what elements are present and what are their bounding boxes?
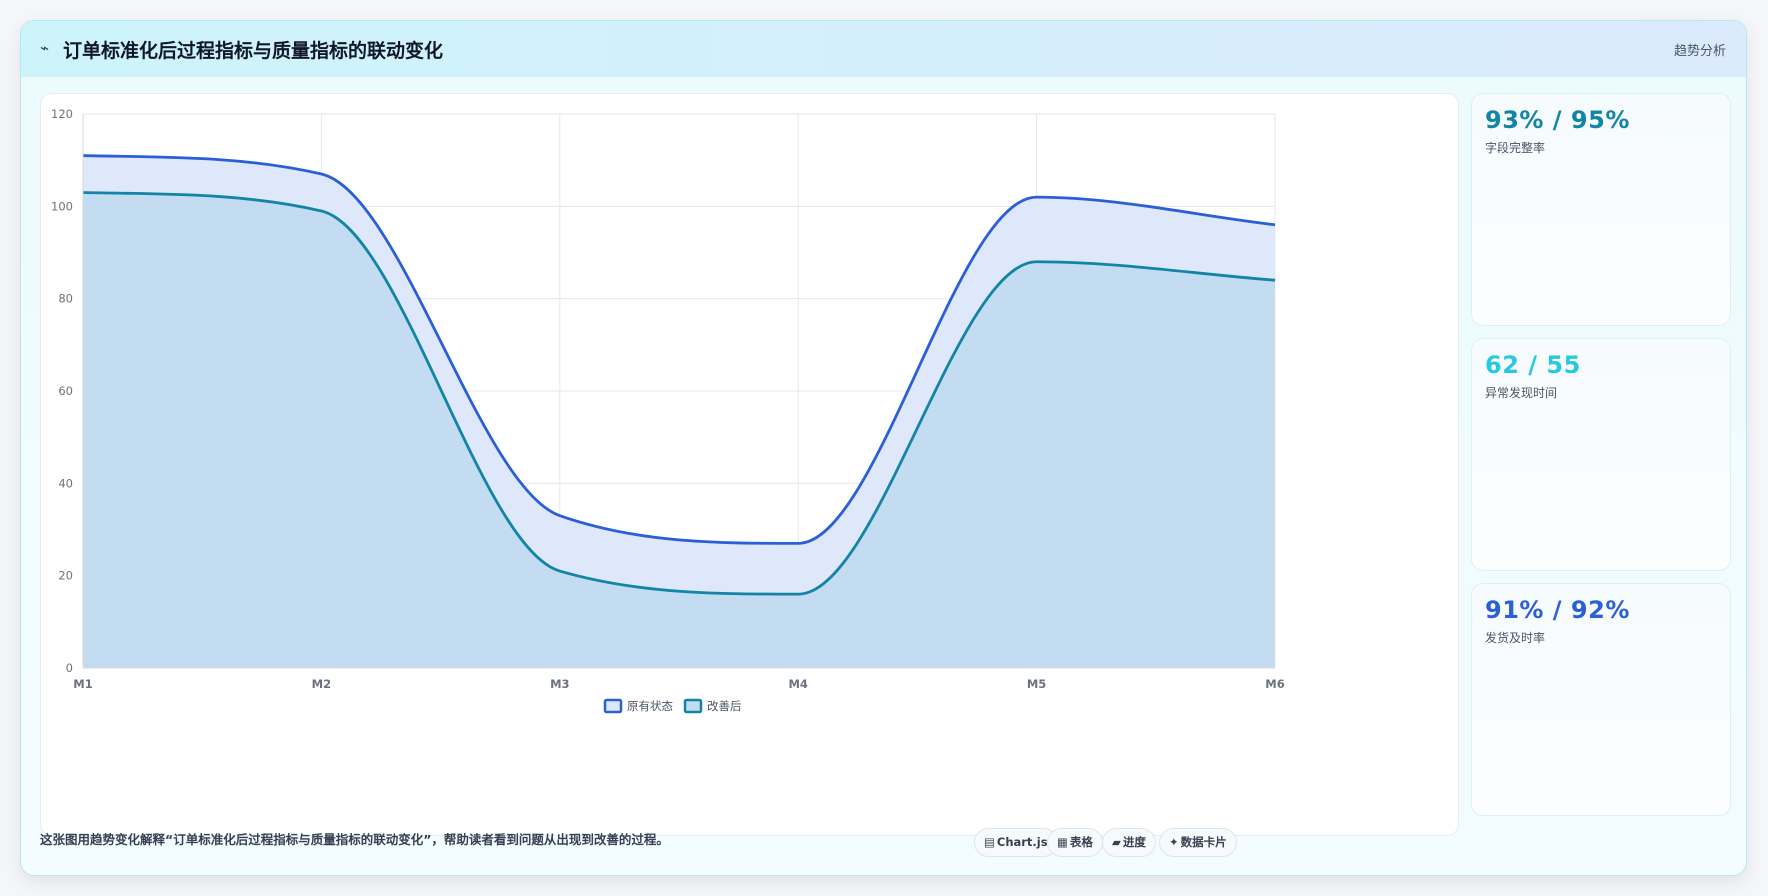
legend-label-1: 改善后 — [707, 699, 742, 713]
legend-swatch-0 — [603, 698, 623, 714]
chip-chartjs[interactable]: ▤ Chart.js — [974, 828, 1058, 857]
dashboard-card: ⌁ 订单标准化后过程指标与质量指标的联动变化 趋势分析 0 20 40 60 80 100… — [20, 20, 1747, 876]
series-line-1 — [82, 191, 1276, 596]
x-tick-label: M6 — [1265, 677, 1284, 691]
chip-table[interactable]: ▦ 表格 — [1047, 828, 1103, 857]
stat-value: 91% / 92% — [1485, 596, 1630, 624]
chart-icon: ▤ — [984, 835, 995, 849]
x-tick-label: M1 — [73, 677, 92, 691]
stat-card-field-completeness: 93% / 95% 字段完整率 — [1471, 93, 1731, 326]
chip-label: 数据卡片 — [1180, 835, 1227, 849]
stat-card-shipping-timeliness: 91% / 92% 发货及时率 — [1471, 583, 1731, 816]
stat-card-anomaly-time: 62 / 55 异常发现时间 — [1471, 338, 1731, 571]
chip-label: Chart.js — [996, 835, 1048, 849]
y-tick-label: 120 — [51, 107, 73, 121]
area-chart: 0 20 40 60 80 100 120 M1 M2 M3 M4 M5 M6 原有状态 改善后 — [51, 107, 1285, 714]
stat-label: 字段完整率 — [1485, 141, 1546, 155]
stat-value: 62 / 55 — [1485, 351, 1581, 379]
chip-label: 表格 — [1069, 835, 1093, 849]
series-line-0 — [82, 154, 1276, 545]
stat-label: 异常发现时间 — [1485, 386, 1558, 400]
legend-label-0: 原有状态 — [627, 699, 673, 713]
stat-value: 93% / 95% — [1485, 106, 1630, 134]
progress-icon: ▰ — [1112, 835, 1121, 849]
x-tick-label: M2 — [312, 677, 331, 691]
chip-label: 进度 — [1122, 835, 1146, 849]
chip-data-card[interactable]: ✦ 数据卡片 — [1159, 828, 1237, 857]
y-tick-label: 40 — [58, 476, 73, 490]
table-icon: ▦ — [1057, 835, 1068, 849]
y-tick-label: 0 — [66, 661, 73, 675]
page-title: 订单标准化后过程指标与质量指标的联动变化 — [63, 40, 444, 62]
y-tick-label: 80 — [58, 292, 73, 306]
stat-label: 发货及时率 — [1485, 631, 1546, 645]
x-tick-label: M5 — [1027, 677, 1046, 691]
legend-swatch-1 — [683, 698, 703, 714]
x-tick-label: M3 — [550, 677, 569, 691]
card-icon: ✦ — [1169, 835, 1179, 849]
chart-description: 这张图用趋势变化解释“订单标准化后过程指标与质量指标的联动变化”，帮助读者看到问… — [40, 832, 669, 847]
chart-panel: 0 20 40 60 80 100 120 M1 M2 M3 M4 M5 M6 原有状态 改善后 — [40, 93, 1459, 836]
trend-icon: ⌁ — [40, 39, 50, 57]
x-tick-label: M4 — [788, 677, 807, 691]
series-area-1 — [83, 192, 1275, 668]
card-header: ⌁ 订单标准化后过程指标与质量指标的联动变化 趋势分析 — [21, 21, 1746, 77]
y-tick-label: 20 — [58, 569, 73, 583]
trend-analysis-link[interactable]: 趋势分析 — [1673, 44, 1726, 59]
y-tick-label: 100 — [51, 199, 73, 213]
y-tick-label: 60 — [58, 384, 73, 398]
chip-progress[interactable]: ▰ 进度 — [1102, 828, 1156, 857]
